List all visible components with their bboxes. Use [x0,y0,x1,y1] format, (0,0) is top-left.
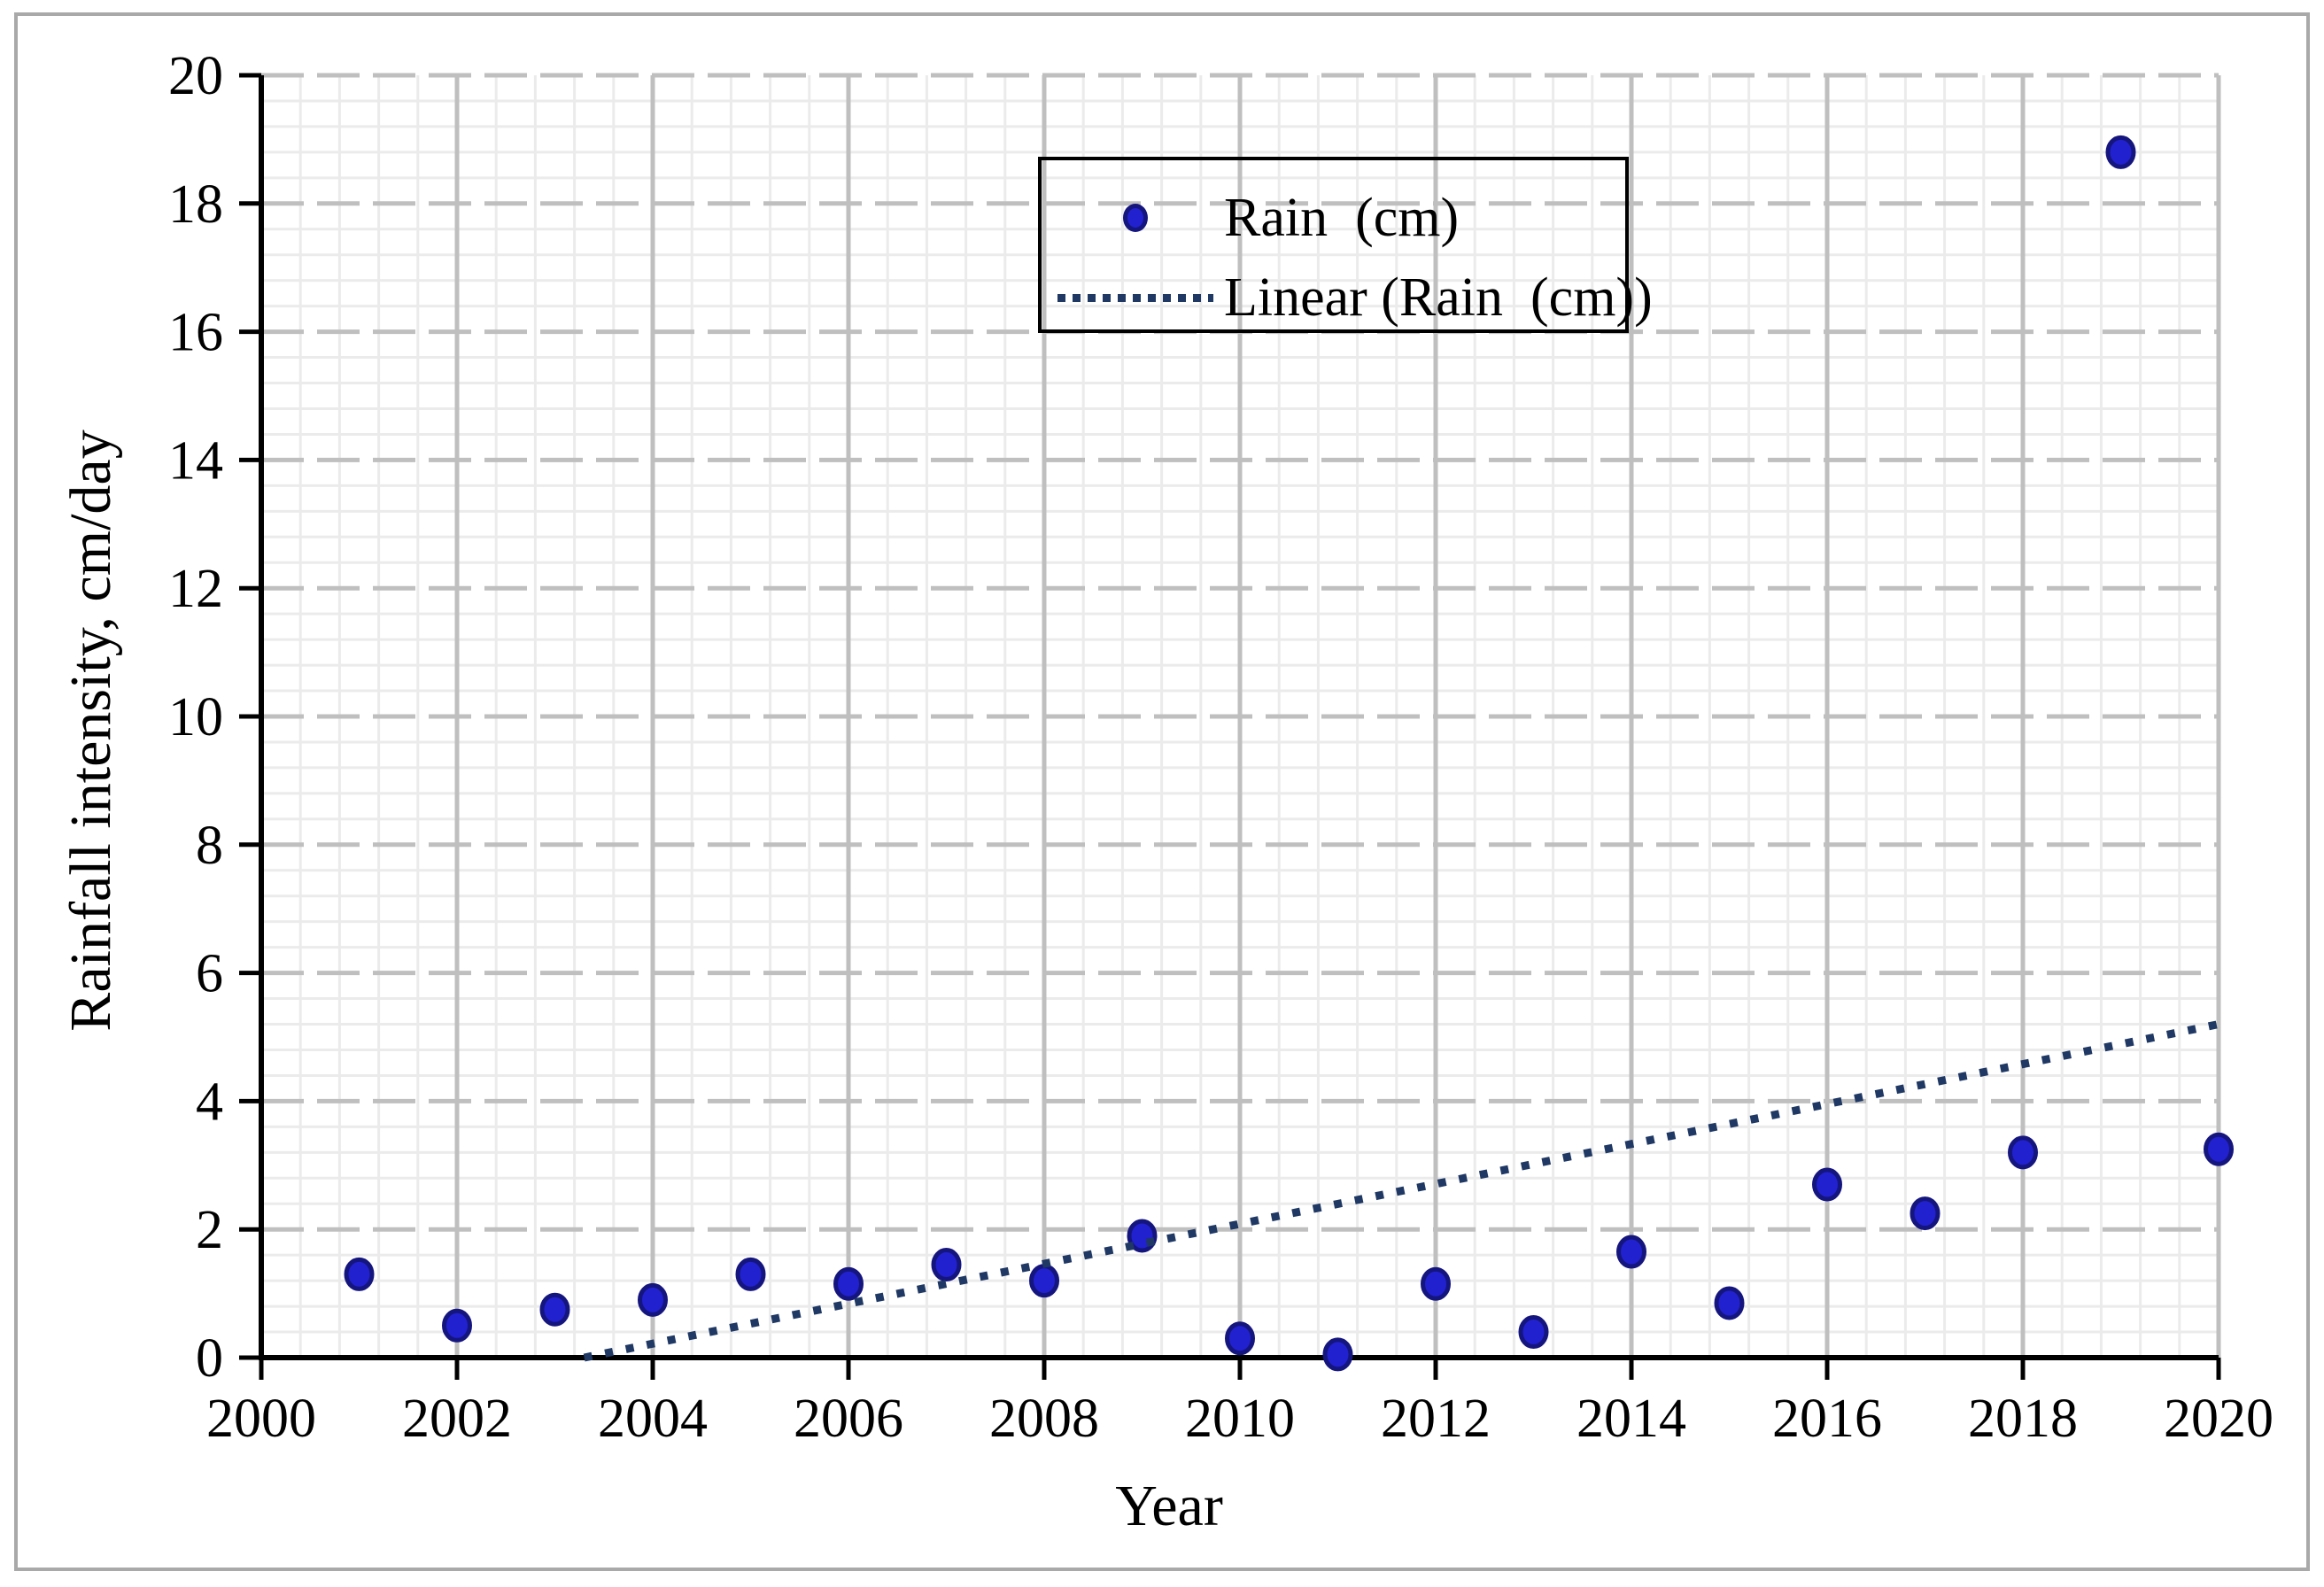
x-tick-label: 2018 [1968,1389,2078,1449]
x-tick-label: 2012 [1381,1389,1491,1449]
data-point[interactable] [1518,1315,1549,1350]
x-tick-label: 2002 [402,1389,512,1449]
scatter-marker-icon [1123,204,1148,232]
data-point[interactable] [2008,1135,2038,1170]
data-point[interactable] [735,1257,766,1291]
y-tick-label: 10 [168,687,223,747]
y-tick-label: 12 [168,559,223,619]
y-tick-label: 6 [196,944,223,1004]
data-point[interactable] [344,1257,375,1291]
dotted-trendline-icon [1057,293,1213,302]
data-point[interactable] [1225,1321,1255,1356]
y-tick-label: 14 [168,430,223,491]
data-point[interactable] [2204,1132,2234,1166]
data-point[interactable] [1910,1196,1941,1231]
x-tick-label: 2000 [206,1389,316,1449]
x-tick-label: 2014 [1576,1389,1686,1449]
data-point[interactable] [1029,1264,1059,1298]
data-point[interactable] [1812,1167,1842,1202]
x-tick-label: 2016 [1772,1389,1882,1449]
x-axis-title: Year [1115,1474,1223,1538]
y-tick-label: 8 [196,816,223,876]
trendline[interactable] [583,1020,2219,1362]
data-point[interactable] [442,1308,472,1343]
y-tick-label: 0 [196,1328,223,1389]
y-tick-label: 18 [168,174,223,235]
legend-label-rain: Rain (cm) [1224,188,1460,248]
data-point[interactable] [833,1266,864,1301]
x-tick-label: 2004 [598,1389,708,1449]
legend-label-linear: Linear (Rain (cm)) [1224,267,1653,328]
data-point[interactable] [638,1282,668,1317]
data-point[interactable] [2105,135,2136,169]
data-point[interactable] [539,1292,570,1327]
data-point[interactable] [1322,1337,1353,1372]
y-tick-label: 4 [196,1072,223,1132]
y-tick-label: 16 [168,303,223,363]
data-point[interactable] [1616,1235,1646,1269]
y-tick-label: 2 [196,1200,223,1260]
x-tick-label: 2010 [1185,1389,1295,1449]
legend-line-area [1057,293,1213,302]
data-point[interactable] [1421,1266,1451,1301]
x-tick-label: 2006 [794,1389,903,1449]
x-tick-label: 2008 [989,1389,1099,1449]
y-tick-label: 20 [168,46,223,106]
y-axis-title: Rainfall intensity, cm/day [58,430,123,1032]
legend-entry-linear[interactable]: Linear (Rain (cm)) [1042,258,1653,337]
legend-marker-area [1057,204,1213,232]
data-point[interactable] [1714,1286,1745,1320]
x-tick-label: 2020 [2164,1389,2274,1449]
legend-entry-rain[interactable]: Rain (cm) [1042,178,1459,258]
data-point[interactable] [931,1248,962,1282]
legend-box[interactable]: Rain (cm) Linear (Rain (cm)) [1038,157,1653,333]
